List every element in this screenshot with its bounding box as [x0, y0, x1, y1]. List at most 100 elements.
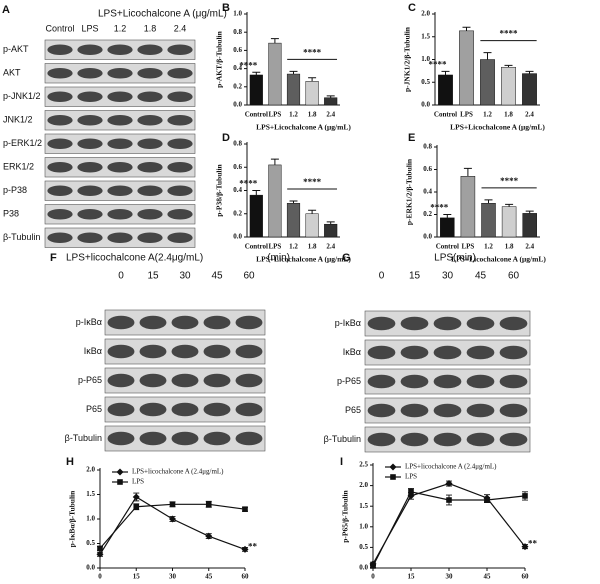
lane-label: 45	[211, 271, 223, 282]
x-tick-label: Control	[436, 243, 459, 251]
y-tick-label: 0.2	[233, 209, 242, 217]
lane-label: 45	[475, 271, 487, 282]
bar	[268, 164, 282, 238]
x-tick-label: LPS	[460, 111, 473, 119]
blot-header: LPS+Licochalcone A (μg/mL)	[98, 9, 227, 20]
band	[203, 431, 231, 446]
band	[107, 373, 135, 388]
y-tick-label: 0.5	[359, 543, 368, 551]
band	[77, 161, 103, 173]
y-tick-label: 0.0	[233, 101, 242, 109]
y-tick-label: 0.8	[233, 140, 242, 148]
band	[400, 316, 429, 331]
row-label: p-IκBα	[76, 317, 102, 327]
band	[107, 185, 133, 197]
blot-header: LPS(min)	[434, 253, 476, 264]
band	[77, 67, 103, 79]
marker	[522, 493, 528, 499]
error-bar	[441, 70, 450, 75]
y-tick-label: 0.4	[233, 186, 242, 194]
band	[107, 44, 133, 56]
blot-header: LPS+licochalcone A(2.4μg/mL)	[66, 253, 203, 264]
band	[203, 344, 231, 359]
y-tick-label: 1.5	[359, 502, 368, 510]
error-bar	[525, 70, 534, 74]
marker	[370, 563, 376, 569]
x-axis-label: LPS+Licochalcone A (μg/mL)	[256, 255, 351, 264]
marker	[446, 497, 452, 503]
band	[47, 161, 73, 173]
y-tick-label: 0.8	[423, 143, 432, 151]
lane-label: 15	[147, 271, 159, 282]
band	[47, 138, 73, 150]
band	[47, 91, 73, 103]
band	[235, 344, 263, 359]
band	[107, 91, 133, 103]
y-tick-label: 1.5	[86, 490, 95, 498]
band	[433, 403, 462, 418]
significance: ****	[430, 203, 449, 213]
significance: ****	[303, 177, 322, 187]
band	[139, 431, 167, 446]
band	[137, 232, 163, 244]
band	[107, 161, 133, 173]
lane-label: 30	[442, 271, 454, 282]
bar	[522, 213, 537, 238]
band	[367, 403, 396, 418]
marker	[97, 545, 103, 552]
x-tick-label: 0	[98, 573, 102, 581]
x-tick-label: LPS	[268, 243, 281, 251]
band	[203, 402, 231, 417]
x-axis-label: LPS+Licochalcone A (μg/mL)	[450, 123, 545, 132]
y-tick-label: 0.8	[233, 28, 242, 36]
error-bar	[326, 221, 335, 225]
band	[235, 315, 263, 330]
band	[77, 91, 103, 103]
marker	[521, 543, 529, 551]
panel-label: E	[408, 132, 415, 144]
x-tick-label: Control	[245, 243, 268, 251]
band	[499, 432, 528, 447]
x-tick-label: 1.2	[289, 243, 298, 251]
band	[139, 402, 167, 417]
x-tick-label: 1.8	[308, 243, 317, 251]
x-axis-label: LPS+Licochalcone A (μg/mL)	[451, 255, 546, 264]
x-tick-label: Control	[434, 111, 457, 119]
marker	[205, 501, 212, 508]
lane-label: 2.4	[174, 23, 187, 33]
x-tick-label: 1.8	[505, 243, 514, 251]
band	[107, 315, 135, 330]
band	[77, 138, 103, 150]
bar	[438, 74, 453, 106]
error-bar	[484, 199, 493, 204]
bar	[440, 217, 455, 238]
band	[203, 315, 231, 330]
band	[137, 161, 163, 173]
y-tick-label: 2.0	[421, 10, 430, 18]
band	[433, 432, 462, 447]
x-tick-label: 2.4	[525, 243, 534, 251]
panel-label: C	[408, 2, 416, 14]
marker	[408, 488, 414, 495]
bar	[459, 30, 474, 106]
bar	[480, 59, 495, 106]
significance: ****	[500, 29, 519, 39]
y-tick-label: 0.6	[233, 46, 242, 54]
band	[107, 232, 133, 244]
x-tick-label: 1.8	[308, 111, 317, 119]
lane-label: 15	[409, 271, 421, 282]
band	[367, 345, 396, 360]
bar	[305, 213, 319, 238]
error-bar	[270, 38, 279, 44]
legend-label: LPS	[132, 478, 144, 486]
error-bar	[525, 210, 534, 214]
x-tick-label: 45	[205, 573, 213, 581]
lane-label: 0	[118, 271, 124, 282]
marker	[169, 501, 176, 508]
marker	[241, 545, 249, 553]
legend-label: LPS+licochalcone A (2.4μg/mL)	[405, 463, 497, 471]
band	[47, 114, 73, 126]
band	[466, 432, 495, 447]
panel-label: F	[50, 252, 57, 264]
row-label: IκBα	[343, 347, 361, 357]
